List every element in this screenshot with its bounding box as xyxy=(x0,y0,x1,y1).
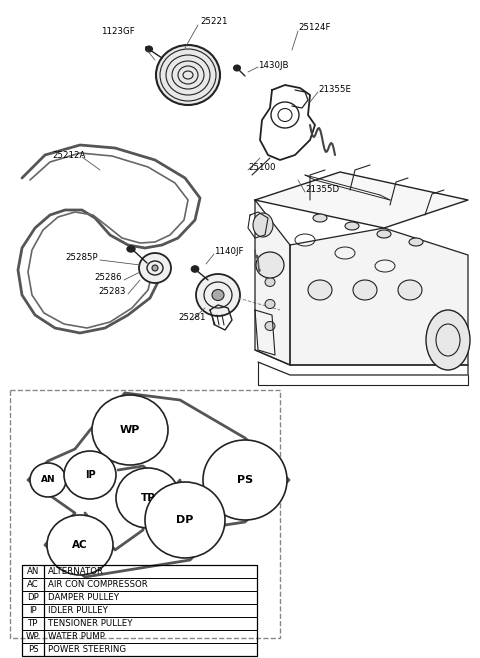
Text: IP: IP xyxy=(84,470,96,480)
Text: AIR CON COMPRESSOR: AIR CON COMPRESSOR xyxy=(48,580,148,589)
Ellipse shape xyxy=(156,45,220,105)
Text: TENSIONER PULLEY: TENSIONER PULLEY xyxy=(48,619,132,628)
Ellipse shape xyxy=(353,280,377,300)
Ellipse shape xyxy=(313,214,327,222)
Ellipse shape xyxy=(192,266,199,272)
Text: 25281: 25281 xyxy=(178,313,206,322)
Text: PS: PS xyxy=(237,475,253,485)
Text: AN: AN xyxy=(41,476,55,484)
Bar xyxy=(22,565,257,656)
Text: POWER STEERING: POWER STEERING xyxy=(48,645,126,654)
Ellipse shape xyxy=(30,463,66,497)
Ellipse shape xyxy=(265,278,275,286)
Text: AN: AN xyxy=(27,567,39,576)
Ellipse shape xyxy=(426,310,470,370)
Text: DP: DP xyxy=(176,515,194,525)
Text: 25286: 25286 xyxy=(95,274,122,282)
Ellipse shape xyxy=(256,252,284,278)
Text: 1430JB: 1430JB xyxy=(258,61,288,70)
Text: AC: AC xyxy=(27,580,39,589)
Ellipse shape xyxy=(145,482,225,558)
Text: WP: WP xyxy=(120,425,140,435)
Ellipse shape xyxy=(92,395,168,465)
Text: 1140JF: 1140JF xyxy=(214,247,243,257)
Ellipse shape xyxy=(116,468,180,528)
Text: TP: TP xyxy=(141,493,156,503)
Polygon shape xyxy=(255,200,290,365)
Bar xyxy=(10,390,280,638)
Ellipse shape xyxy=(345,222,359,230)
Ellipse shape xyxy=(377,230,391,238)
Text: 25221: 25221 xyxy=(200,18,228,26)
Ellipse shape xyxy=(146,47,152,51)
Text: WATER PUMP: WATER PUMP xyxy=(48,632,105,641)
Text: DAMPER PULLEY: DAMPER PULLEY xyxy=(48,593,119,602)
Text: 1123GF: 1123GF xyxy=(101,28,135,36)
Text: 21355D: 21355D xyxy=(305,186,339,195)
Text: IP: IP xyxy=(29,606,37,615)
Text: 21355E: 21355E xyxy=(318,86,351,95)
Ellipse shape xyxy=(47,515,113,575)
Text: DP: DP xyxy=(27,593,39,602)
Text: PS: PS xyxy=(28,645,38,654)
Ellipse shape xyxy=(127,246,135,252)
Text: IDLER PULLEY: IDLER PULLEY xyxy=(48,606,108,615)
Ellipse shape xyxy=(64,451,116,499)
Ellipse shape xyxy=(265,322,275,330)
Polygon shape xyxy=(255,172,468,228)
Text: AC: AC xyxy=(72,540,88,550)
Ellipse shape xyxy=(196,274,240,316)
Text: TP: TP xyxy=(28,619,38,628)
Ellipse shape xyxy=(398,280,422,300)
Ellipse shape xyxy=(152,265,158,271)
Ellipse shape xyxy=(203,440,287,520)
Ellipse shape xyxy=(265,255,275,265)
Ellipse shape xyxy=(212,290,224,301)
Polygon shape xyxy=(290,228,468,365)
Ellipse shape xyxy=(265,299,275,309)
Text: WP: WP xyxy=(26,632,40,641)
Text: 25100: 25100 xyxy=(248,163,276,172)
Text: 25124F: 25124F xyxy=(298,24,331,32)
Text: 25283: 25283 xyxy=(98,288,126,297)
Ellipse shape xyxy=(234,66,240,70)
Text: ALTERNATOR: ALTERNATOR xyxy=(48,567,104,576)
Ellipse shape xyxy=(308,280,332,300)
Ellipse shape xyxy=(139,253,171,283)
Ellipse shape xyxy=(409,238,423,246)
Ellipse shape xyxy=(253,213,273,237)
Text: 25285P: 25285P xyxy=(65,253,98,263)
Text: 25212A: 25212A xyxy=(52,151,85,159)
